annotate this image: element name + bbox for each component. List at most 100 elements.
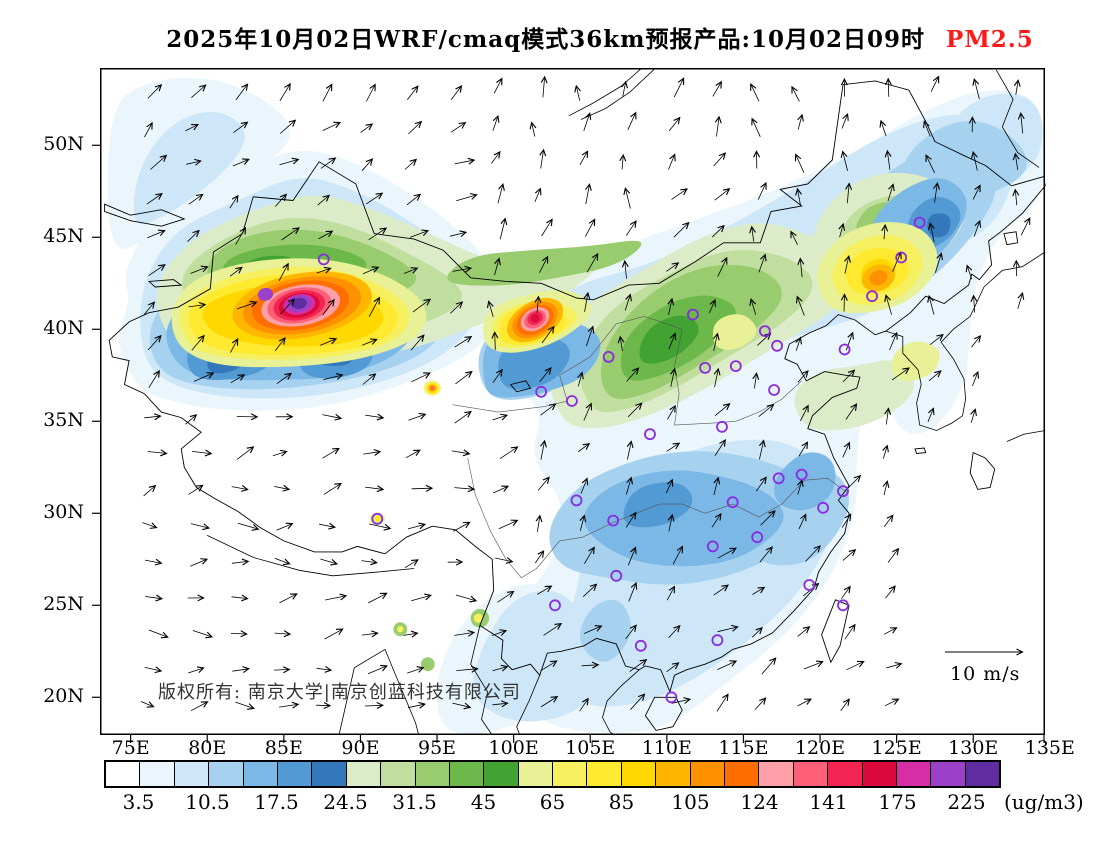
lat-tick-label: 30N bbox=[43, 501, 84, 524]
wind-scale-legend: 10 m/s bbox=[945, 648, 1024, 685]
wind-arrow bbox=[933, 181, 940, 203]
colorbar-segment bbox=[380, 762, 415, 786]
wind-arrow bbox=[752, 586, 766, 595]
wind-arrow bbox=[142, 522, 158, 529]
city-marker bbox=[711, 634, 724, 647]
wind-arrow bbox=[191, 449, 213, 457]
wind-arrow bbox=[409, 229, 430, 238]
wind-arrow bbox=[626, 440, 634, 460]
wind-arrow bbox=[627, 546, 637, 566]
pm25-contour bbox=[927, 213, 951, 238]
city-marker bbox=[751, 531, 764, 544]
wind-arrow bbox=[403, 267, 419, 274]
wind-arrow bbox=[665, 478, 674, 494]
coastline bbox=[108, 80, 1046, 694]
wind-arrow bbox=[233, 121, 249, 134]
wind-arrow bbox=[795, 187, 802, 207]
coastline bbox=[147, 279, 183, 288]
wind-arrow bbox=[845, 182, 853, 204]
wind-arrow bbox=[537, 585, 553, 595]
city-marker bbox=[549, 599, 561, 612]
colorbar-segment bbox=[483, 762, 518, 786]
wind-arrow bbox=[583, 291, 591, 312]
wind-arrow bbox=[935, 252, 943, 273]
colorbar-segment bbox=[895, 762, 931, 786]
wind-arrow bbox=[885, 585, 896, 599]
wind-arrow bbox=[150, 154, 168, 170]
wind-arrow bbox=[760, 510, 776, 526]
wind-arrow bbox=[881, 223, 889, 240]
wind-arrow bbox=[577, 371, 584, 387]
colorbar-segment bbox=[827, 762, 862, 786]
wind-arrow bbox=[1020, 217, 1031, 236]
coastline bbox=[470, 625, 493, 736]
wind-arrow bbox=[407, 701, 427, 709]
colorbar-segment bbox=[173, 762, 209, 786]
wind-arrow bbox=[617, 335, 625, 352]
wind-arrow bbox=[883, 514, 894, 527]
wind-arrow bbox=[455, 370, 473, 385]
wind-arrow bbox=[584, 546, 595, 564]
wind-arrow bbox=[889, 331, 898, 351]
wind-arrow bbox=[185, 124, 199, 132]
wind-arrow bbox=[581, 661, 600, 669]
wind-arrow bbox=[717, 256, 728, 277]
wind-arrow bbox=[623, 187, 631, 209]
wind-arrow bbox=[318, 230, 334, 240]
wind-arrow bbox=[972, 370, 980, 387]
wind-arrow bbox=[365, 83, 376, 102]
city-marker bbox=[706, 540, 719, 553]
wind-arrow bbox=[144, 413, 162, 421]
wind-arrow bbox=[713, 476, 721, 496]
wind-arrow bbox=[754, 697, 767, 710]
city-marker bbox=[838, 343, 851, 356]
wind-arrow bbox=[143, 301, 156, 315]
wind-arrow bbox=[751, 117, 761, 137]
wind-arrow bbox=[190, 558, 209, 567]
wind-arrow bbox=[192, 630, 214, 639]
wind-arrow bbox=[185, 414, 198, 425]
wind-arrow bbox=[316, 702, 332, 709]
wind-arrow bbox=[790, 230, 798, 245]
city-marker bbox=[866, 290, 878, 303]
wind-arrow bbox=[758, 253, 767, 273]
wind-arrow bbox=[540, 403, 557, 416]
wind-arrow bbox=[797, 626, 811, 637]
pollutant-label: PM2.5 bbox=[946, 26, 1034, 53]
wind-arrow bbox=[973, 219, 982, 237]
wind-arrow bbox=[323, 373, 344, 380]
city-marker bbox=[768, 384, 780, 396]
wind-arrow bbox=[800, 404, 809, 422]
wind-arrow bbox=[887, 547, 900, 563]
wind-arrow bbox=[539, 255, 549, 273]
city-marker bbox=[699, 361, 711, 374]
wind-arrow bbox=[403, 630, 419, 638]
wind-arrow bbox=[927, 222, 935, 243]
pm25-contour bbox=[420, 657, 435, 672]
colorbar-segment bbox=[689, 762, 725, 786]
map-frame bbox=[100, 68, 1045, 735]
colorbar-segment bbox=[861, 762, 896, 786]
colorbar-tick-label: 31.5 bbox=[392, 790, 437, 814]
wind-arrow bbox=[452, 265, 473, 273]
wind-arrow bbox=[320, 558, 339, 566]
wind-arrow bbox=[672, 545, 684, 565]
colorbar-segment bbox=[414, 762, 449, 786]
wind-arrow bbox=[667, 297, 675, 316]
coastline bbox=[1003, 231, 1019, 246]
wind-arrow bbox=[147, 449, 168, 457]
wind-arrow bbox=[970, 408, 977, 423]
wind-arrow bbox=[368, 592, 388, 604]
pm25-contour bbox=[473, 613, 483, 623]
lat-tick-label: 20N bbox=[43, 685, 84, 708]
wind-arrow bbox=[714, 439, 726, 456]
wind-arrow bbox=[840, 698, 850, 711]
wind-arrow bbox=[796, 479, 804, 495]
wind-arrow bbox=[667, 513, 675, 532]
wind-arrow bbox=[451, 449, 471, 457]
colorbar-segment bbox=[620, 762, 656, 786]
wind-arrow bbox=[884, 77, 892, 97]
lat-tick-label: 45N bbox=[43, 225, 84, 248]
wind-arrow bbox=[230, 337, 239, 353]
wind-arrow bbox=[577, 442, 591, 453]
